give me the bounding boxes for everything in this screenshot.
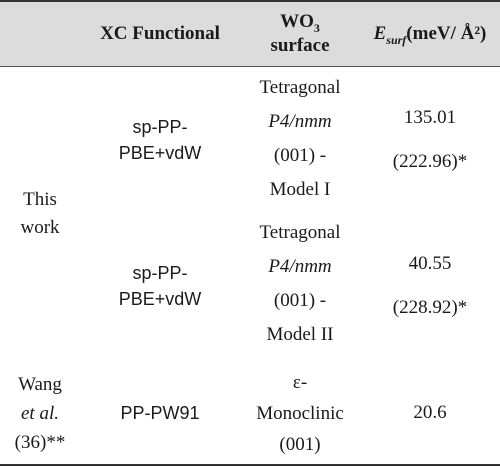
row2-surface: Tetragonal P4/nmm (001) - Model II [259, 222, 341, 345]
row2-functional: sp-PP- PBE+vdW [118, 263, 202, 309]
top-rule [0, 0, 500, 2]
bottom-rule [0, 464, 500, 466]
row3-energy: 20.6 [413, 402, 447, 423]
group-this-work: This work [20, 188, 60, 238]
header-xc-functional: XC Functional [100, 23, 220, 44]
row1-energy: 135.01 (222.96)* [392, 106, 468, 172]
header-wo3-surface: WO3 surface [270, 11, 330, 56]
row3-surface: ε- Monoclinic (001) [256, 371, 344, 455]
row1-functional: sp-PP- PBE+vdW [118, 116, 202, 163]
group-wang-et-al: Wang et al. (36)** [14, 373, 66, 453]
header-surface-energy: Esurf(meV/ Å²) [373, 23, 487, 47]
row1-surface: Tetragonal P4/nmm (001) - Model I [259, 77, 341, 200]
row2-energy: 40.55 (228.92)* [392, 253, 468, 318]
header-rule [0, 66, 500, 67]
row3-functional: PP-PW91 [120, 403, 200, 423]
table-header-background [0, 0, 500, 66]
